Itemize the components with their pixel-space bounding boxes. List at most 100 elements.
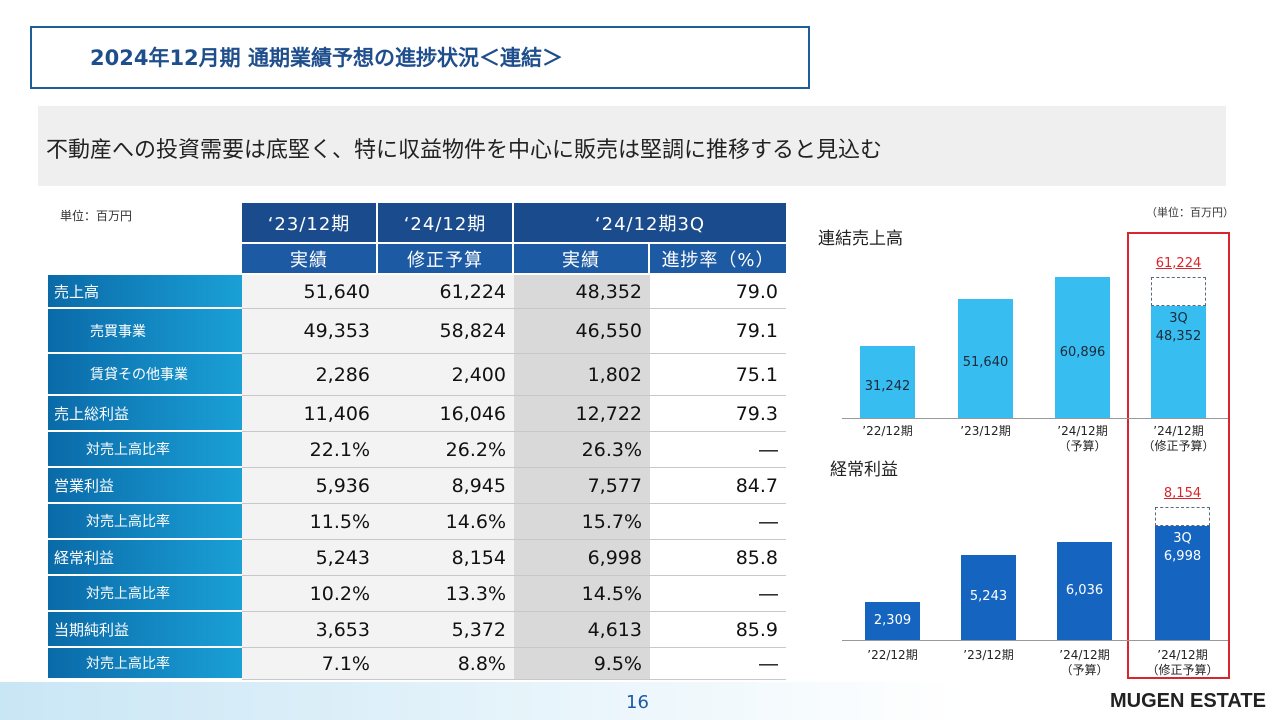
table-row: 対売上高比率 7.1% 8.8% 9.5% ― bbox=[48, 648, 786, 680]
bar-value-label: 48,352 bbox=[1155, 329, 1202, 345]
title-box: 2024年12月期 通期業績予想の進捗状況＜連結＞ bbox=[30, 26, 810, 89]
table-cell: 5,936 bbox=[242, 468, 378, 504]
row-label: 対売上高比率 bbox=[48, 648, 242, 680]
chart-title: 経常利益 bbox=[830, 460, 898, 480]
table-row: 売買事業 49,353 58,824 46,550 79.1 bbox=[48, 309, 786, 354]
table-cell: 2,286 bbox=[242, 354, 378, 396]
header-fy23: ‘23/12期 bbox=[242, 203, 378, 242]
bar-value-label: 60,896 bbox=[1059, 344, 1106, 360]
table-cell: ― bbox=[650, 432, 786, 468]
table-cell: 75.1 bbox=[650, 354, 786, 396]
highlight-frame bbox=[1127, 232, 1230, 679]
page-title: 2024年12月期 通期業績予想の進捗状況＜連結＞ bbox=[90, 46, 563, 70]
table-cell: 49,353 bbox=[242, 309, 378, 354]
headline-box: 不動産への投資需要は底堅く、特に収益物件を中心に販売は堅調に推移すると見込む bbox=[38, 106, 1226, 186]
header-revised-budget: 修正予算 bbox=[378, 242, 514, 273]
table-cell: 22.1% bbox=[242, 432, 378, 468]
table-cell: 11,406 bbox=[242, 396, 378, 432]
header-actual-23: 実績 bbox=[242, 242, 378, 273]
table-cell: 7,577 bbox=[514, 468, 650, 504]
x-tick-label: ’24/12期 （修正予算） bbox=[1146, 648, 1219, 677]
table-cell: 13.3% bbox=[378, 576, 514, 612]
x-tick-label: ’22/12期 bbox=[867, 648, 918, 662]
chart-bar bbox=[1055, 277, 1110, 418]
target-label: 61,224 bbox=[1155, 255, 1202, 271]
row-label: 対売上高比率 bbox=[48, 576, 242, 612]
x-tick-label: ’23/12期 bbox=[963, 648, 1014, 662]
bar-prefix-label: 3Q bbox=[1173, 531, 1192, 547]
table-cell: 1,802 bbox=[514, 354, 650, 396]
table-row: 当期純利益 3,653 5,372 4,613 85.9 bbox=[48, 612, 786, 648]
table-cell: 79.3 bbox=[650, 396, 786, 432]
table-cell: 58,824 bbox=[378, 309, 514, 354]
table-cell: 4,613 bbox=[514, 612, 650, 648]
table-cell: 15.7% bbox=[514, 504, 650, 540]
table-cell: 12,722 bbox=[514, 396, 650, 432]
table-header-sub: 実績 修正予算 実績 進捗率（%） bbox=[242, 242, 786, 273]
chart-axis bbox=[842, 640, 1228, 641]
chart-bar bbox=[1151, 306, 1206, 418]
page-number: 16 bbox=[626, 692, 649, 713]
table-cell: 2,400 bbox=[378, 354, 514, 396]
header-fy24: ‘24/12期 bbox=[378, 203, 514, 242]
chart-bar bbox=[1155, 526, 1210, 640]
table-cell: 9.5% bbox=[514, 648, 650, 680]
table-cell: 16,046 bbox=[378, 396, 514, 432]
table-cell: 8,945 bbox=[378, 468, 514, 504]
table-cell: 26.3% bbox=[514, 432, 650, 468]
row-label: 当期純利益 bbox=[48, 612, 242, 648]
bar-prefix-label: 3Q bbox=[1169, 311, 1188, 327]
table-header-top: ‘23/12期 ‘24/12期 ‘24/12期3Q bbox=[242, 203, 786, 242]
table-cell: 79.1 bbox=[650, 309, 786, 354]
table-cell: 6,998 bbox=[514, 540, 650, 576]
table-cell: 79.0 bbox=[650, 275, 786, 309]
table-cell: 8.8% bbox=[378, 648, 514, 680]
table-cell: ― bbox=[650, 576, 786, 612]
header-fy24-3q: ‘24/12期3Q bbox=[514, 203, 786, 242]
row-label: 営業利益 bbox=[48, 468, 242, 504]
x-tick-label: ’23/12期 bbox=[960, 424, 1011, 438]
x-tick-label: ’24/12期 （予算） bbox=[1059, 648, 1110, 677]
header-actual-3q: 実績 bbox=[514, 242, 650, 273]
table-cell: 11.5% bbox=[242, 504, 378, 540]
row-label: 経常利益 bbox=[48, 540, 242, 576]
table-row: 対売上高比率 11.5% 14.6% 15.7% ― bbox=[48, 504, 786, 540]
row-label: 対売上高比率 bbox=[48, 504, 242, 540]
table-cell: 48,352 bbox=[514, 275, 650, 309]
chart-title: 連結売上高 bbox=[818, 229, 903, 249]
x-tick-label: ’24/12期 （修正予算） bbox=[1142, 424, 1215, 453]
bar-value-label: 31,242 bbox=[864, 378, 911, 394]
table-cell: 46,550 bbox=[514, 309, 650, 354]
target-outline bbox=[1151, 276, 1206, 307]
table-cell: 8,154 bbox=[378, 540, 514, 576]
bar-value-label: 51,640 bbox=[962, 355, 1009, 371]
headline-text: 不動産への投資需要は底堅く、特に収益物件を中心に販売は堅調に推移すると見込む bbox=[46, 138, 883, 163]
footer-band bbox=[0, 682, 1280, 720]
table-cell: 5,243 bbox=[242, 540, 378, 576]
table-cell: 14.6% bbox=[378, 504, 514, 540]
table-unit: 単位：百万円 bbox=[60, 209, 133, 223]
table-cell: 51,640 bbox=[242, 275, 378, 309]
chart-axis bbox=[842, 418, 1228, 419]
bar-value-label: 5,243 bbox=[969, 589, 1008, 605]
bar-value-label: 6,998 bbox=[1163, 549, 1202, 565]
table-cell: 85.9 bbox=[650, 612, 786, 648]
table-cell: 85.8 bbox=[650, 540, 786, 576]
table-row: 営業利益 5,936 8,945 7,577 84.7 bbox=[48, 468, 786, 504]
chart-bar bbox=[958, 298, 1013, 418]
table-cell: 3,653 bbox=[242, 612, 378, 648]
table-cell: 61,224 bbox=[378, 275, 514, 309]
x-tick-label: ’24/12期 （予算） bbox=[1057, 424, 1108, 453]
row-label: 対売上高比率 bbox=[48, 432, 242, 468]
chart-bar bbox=[961, 554, 1016, 640]
table-row: 対売上高比率 22.1% 26.2% 26.3% ― bbox=[48, 432, 786, 468]
table-row: 売上高 51,640 61,224 48,352 79.0 bbox=[48, 275, 786, 309]
table-cell: 84.7 bbox=[650, 468, 786, 504]
table-cell: 26.2% bbox=[378, 432, 514, 468]
bar-value-label: 2,309 bbox=[873, 613, 912, 629]
row-label: 売上高 bbox=[48, 275, 242, 309]
table-cell: 10.2% bbox=[242, 576, 378, 612]
table-cell: 7.1% bbox=[242, 648, 378, 680]
table-row: 売上総利益 11,406 16,046 12,722 79.3 bbox=[48, 396, 786, 432]
chart-unit: （単位：百万円） bbox=[1146, 206, 1234, 219]
